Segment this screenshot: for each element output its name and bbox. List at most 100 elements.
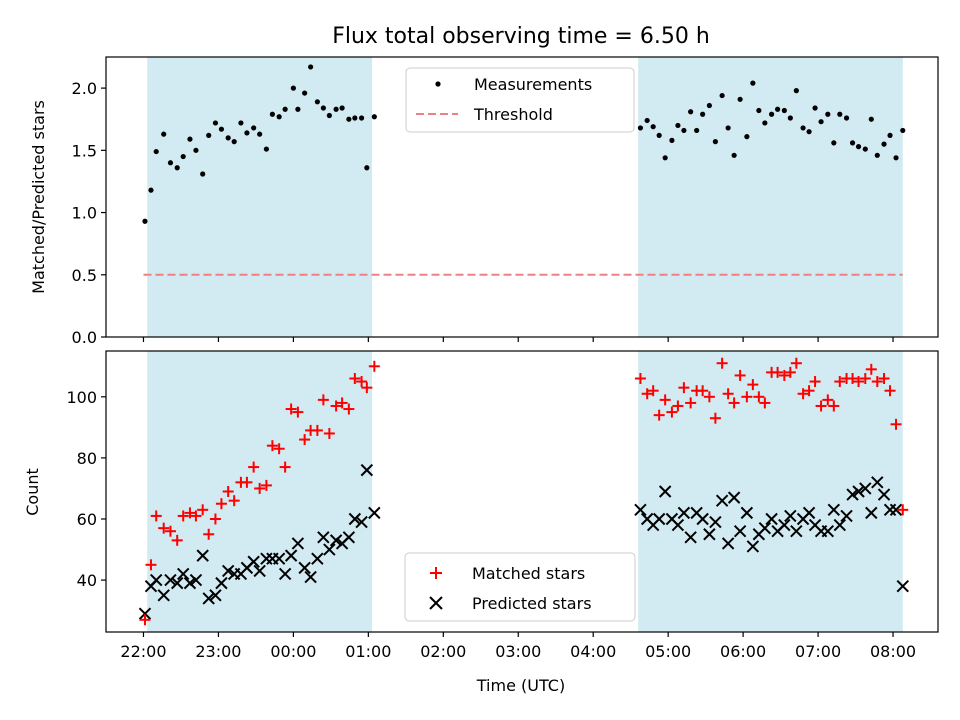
matched-star-marker <box>361 382 373 394</box>
top-axes-frame <box>105 56 939 338</box>
matched-star-marker <box>241 476 253 488</box>
matched-star-marker <box>323 427 335 439</box>
predicted-star-marker <box>278 567 292 581</box>
measurement-point <box>825 111 831 117</box>
measurement-point <box>849 140 856 146</box>
measurement-point <box>750 80 756 86</box>
matched-star-marker <box>678 382 690 394</box>
matched-star-marker <box>641 388 653 400</box>
bottom-x-ticks: 22:00 23:00 00:00 01:00 02:00 03:00 04:00 05:00… <box>120 632 916 661</box>
matched-star-marker <box>790 357 802 369</box>
matched-star-marker <box>317 394 329 406</box>
bottom-axes-frame <box>105 350 939 633</box>
measurement-point <box>161 131 167 137</box>
x-tick-label: 02:00 <box>420 642 466 661</box>
matched-star-marker <box>145 559 157 571</box>
top-y-tick-label: 1.5 <box>72 141 97 160</box>
predicted-star-marker <box>758 521 772 535</box>
measurement-point <box>142 218 148 224</box>
predicted-star-marker <box>709 515 722 529</box>
predicted-star-marker <box>215 576 228 590</box>
measurement-point <box>326 112 332 119</box>
measurement-point <box>800 125 806 131</box>
matched-star-marker <box>177 510 189 522</box>
predicted-star-marker <box>871 476 884 489</box>
matched-star-marker <box>285 403 297 415</box>
matched-star-marker <box>653 409 665 421</box>
matched-star-marker <box>772 366 784 378</box>
bottom-y-ticks: 40 60 80 100 <box>66 388 106 590</box>
matched-star-marker <box>150 510 162 522</box>
legend-label-threshold: Threshold <box>473 105 553 124</box>
measurement-point <box>290 85 296 91</box>
top-y-axis-label: Matched/Predicted stars <box>29 100 48 294</box>
predicted-star-marker <box>291 537 305 550</box>
matched-star-marker <box>659 394 671 406</box>
predicted-star-marker <box>298 561 311 575</box>
predicted-star-marker <box>202 592 215 605</box>
measurement-point <box>193 147 199 153</box>
predicted-star-marker <box>696 512 709 526</box>
measurement-point <box>731 152 737 158</box>
matched-star-marker <box>703 391 715 403</box>
matched-star-marker <box>634 372 646 384</box>
measurement-point <box>881 141 887 147</box>
bottom-y-tick-label: 100 <box>66 388 97 407</box>
predicted-star-marker <box>360 463 374 477</box>
predicted-star-marker <box>138 607 152 620</box>
measurement-point <box>818 119 824 125</box>
matched-star-marker <box>336 397 348 409</box>
measurement-point <box>231 139 237 145</box>
matched-star-marker <box>834 376 846 388</box>
measurement-point <box>719 92 725 99</box>
predicted-star-marker <box>784 509 797 523</box>
predicted-star-marker <box>827 503 841 517</box>
predicted-star-marker <box>821 524 835 538</box>
matched-star-marker <box>666 406 678 418</box>
top-y-tick-label: 0.0 <box>72 328 97 347</box>
matched-star-marker <box>685 397 697 409</box>
measurement-point <box>269 111 275 117</box>
matched-star-marker <box>822 394 834 406</box>
matched-star-marker <box>741 391 753 403</box>
predicted-star-marker <box>721 537 735 550</box>
measurement-point <box>364 165 370 171</box>
matched-star-marker <box>164 525 176 537</box>
measurement-point <box>700 111 706 117</box>
predicted-star-marker <box>802 506 816 520</box>
predicted-star-marker <box>284 549 298 562</box>
predicted-star-marker <box>253 564 266 578</box>
matched-star-marker <box>190 510 202 522</box>
predicted-star-marker <box>840 509 853 523</box>
matched-star-marker <box>299 434 311 446</box>
measurement-point <box>650 124 656 130</box>
matched-star-marker <box>254 482 266 494</box>
matched-star-marker <box>356 376 368 388</box>
matched-star-marker <box>672 400 684 412</box>
bottom-legend-box <box>404 552 636 622</box>
bottom-y-axis-label: Count <box>23 468 42 516</box>
matched-star-marker <box>728 397 740 409</box>
measurement-point <box>725 125 731 131</box>
matched-star-marker <box>803 385 815 397</box>
measurement-point <box>793 88 799 94</box>
measurement-point <box>893 155 899 161</box>
measurement-point <box>662 155 668 161</box>
matched-star-marker <box>273 443 285 455</box>
predicted-star-marker <box>209 589 222 602</box>
predicted-star-marker <box>765 512 778 526</box>
measurement-point <box>694 127 700 134</box>
measurement-point <box>167 160 174 166</box>
x-tick-label: 07:00 <box>795 642 841 661</box>
predicted-star-marker <box>852 485 865 498</box>
matched-star-marker <box>853 376 865 388</box>
predicted-star-marker <box>183 576 197 590</box>
bottom-y-tick-label: 40 <box>77 571 97 590</box>
predicted-star-marker <box>221 564 235 578</box>
measurement-point <box>868 116 874 122</box>
measurement-point <box>148 187 154 193</box>
bottom-y-tick-label: 60 <box>77 510 97 529</box>
measurement-point <box>238 120 244 126</box>
matched-star-marker <box>311 424 323 436</box>
measurement-point <box>855 144 862 150</box>
